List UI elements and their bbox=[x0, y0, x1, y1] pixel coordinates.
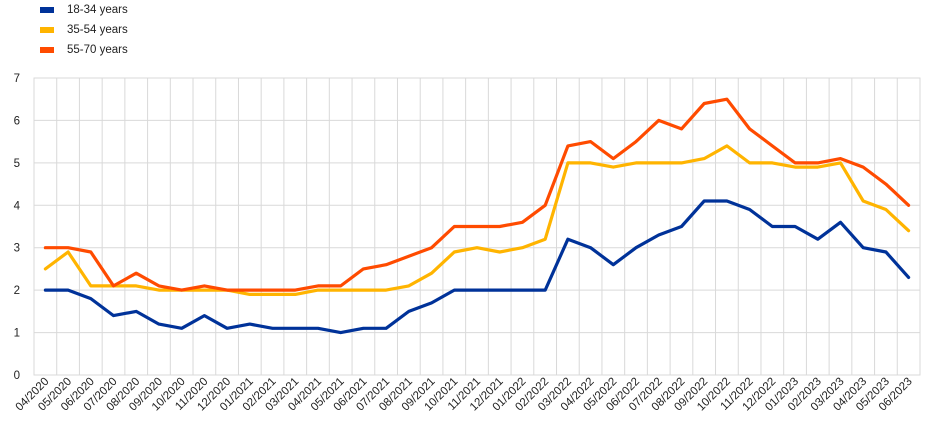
legend-item-55-70: 55-70 years bbox=[40, 40, 128, 60]
y-tick-label: 4 bbox=[14, 200, 21, 212]
legend-swatch-55-70 bbox=[40, 47, 54, 53]
legend-label-35-54: 35-54 years bbox=[67, 24, 128, 36]
y-tick-label: 5 bbox=[14, 158, 20, 170]
series-line-2 bbox=[43, 97, 911, 292]
y-tick-label: 7 bbox=[14, 73, 20, 85]
y-tick-label: 1 bbox=[14, 328, 20, 340]
y-tick-label: 2 bbox=[14, 285, 20, 297]
legend-label-18-34: 18-34 years bbox=[67, 4, 128, 16]
legend: 18-34 years 35-54 years 55-70 years bbox=[40, 0, 128, 60]
y-tick-label: 0 bbox=[14, 370, 20, 382]
legend-item-35-54: 35-54 years bbox=[40, 20, 128, 40]
series-line-1 bbox=[43, 144, 911, 296]
y-tick-label: 3 bbox=[14, 243, 20, 255]
legend-label-55-70: 55-70 years bbox=[67, 44, 128, 56]
legend-swatch-35-54 bbox=[40, 27, 54, 33]
legend-item-18-34: 18-34 years bbox=[40, 0, 128, 20]
series-line-0 bbox=[43, 199, 911, 335]
legend-swatch-18-34 bbox=[40, 7, 54, 13]
y-tick-label: 6 bbox=[14, 115, 20, 127]
